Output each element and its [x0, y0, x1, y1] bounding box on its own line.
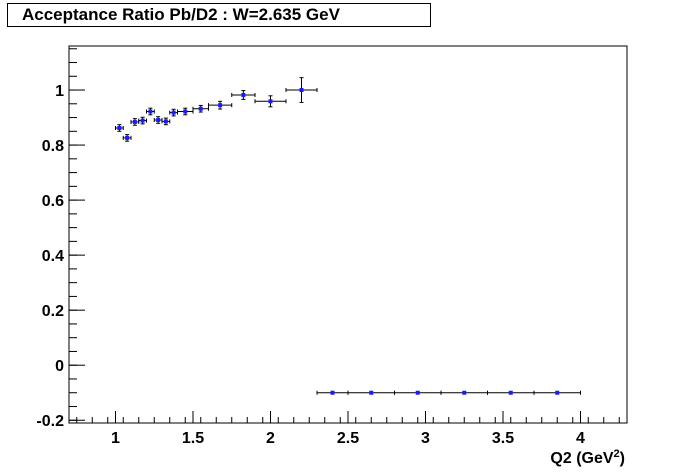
data-point: [533, 390, 581, 395]
point-marker: [171, 110, 176, 115]
data-point: [177, 107, 194, 116]
x-tick-label: 2: [266, 430, 275, 447]
data-point: [146, 107, 155, 116]
data-point: [231, 90, 256, 100]
data-point: [347, 390, 395, 395]
point-marker: [183, 109, 188, 114]
plot-frame: [68, 45, 628, 424]
x-tick-label: 4: [576, 430, 585, 447]
data-point: [169, 108, 178, 117]
point-marker: [218, 103, 223, 108]
point-marker: [330, 390, 335, 395]
data-point: [254, 95, 287, 108]
data-points: [115, 77, 581, 395]
y-tick-label: 0: [55, 358, 64, 375]
point-marker: [148, 109, 153, 114]
point-marker: [508, 390, 513, 395]
data-point: [192, 104, 209, 113]
y-tick-label: 0.2: [42, 303, 64, 320]
point-marker: [156, 118, 161, 123]
point-marker: [369, 390, 374, 395]
point-marker: [462, 390, 467, 395]
data-point: [208, 100, 233, 110]
x-tick-label: 1: [111, 430, 120, 447]
y-tick-label: 1: [55, 83, 64, 100]
data-point: [316, 390, 349, 395]
x-tick-label: 1.5: [182, 430, 204, 447]
point-marker: [125, 135, 130, 140]
y-axis-ticks: [69, 48, 85, 421]
chart-title: Acceptance Ratio Pb/D2 : W=2.635 GeV: [7, 3, 431, 27]
y-tick-label: -0.2: [36, 413, 64, 430]
data-point: [130, 118, 140, 126]
data-point: [115, 124, 124, 132]
point-marker: [299, 88, 304, 93]
point-marker: [140, 118, 145, 123]
point-marker: [268, 99, 273, 104]
x-axis-ticks: [76, 411, 620, 423]
data-point: [161, 117, 171, 126]
y-tick-label: 0.4: [42, 248, 64, 265]
data-point: [122, 134, 132, 142]
data-point: [153, 116, 163, 124]
x-axis-label: Q2 (GeV2): [550, 448, 625, 467]
y-tick-label: 0.6: [42, 193, 64, 210]
point-marker: [415, 390, 420, 395]
point-marker: [117, 126, 122, 131]
x-axis-tick-labels: 1 1.5 2 2.5 3 3.5 4: [111, 430, 585, 447]
data-point: [138, 116, 147, 125]
point-marker: [163, 119, 168, 124]
point-marker: [198, 106, 203, 111]
y-tick-label: 0.8: [42, 138, 64, 155]
x-tick-label: 3.5: [492, 430, 514, 447]
x-tick-label: 3: [421, 430, 430, 447]
x-tick-label: 2.5: [337, 430, 359, 447]
y-axis-tick-labels: -0.2 0 0.2 0.4 0.6 0.8 1: [36, 83, 64, 430]
data-point: [285, 77, 318, 103]
data-point: [487, 390, 535, 395]
point-marker: [555, 390, 560, 395]
data-point: [394, 390, 442, 395]
point-marker: [132, 119, 137, 124]
point-marker: [241, 92, 246, 97]
data-point: [440, 390, 488, 395]
